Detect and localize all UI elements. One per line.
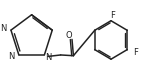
Text: F: F — [110, 11, 115, 20]
Text: F: F — [133, 48, 137, 57]
Text: N: N — [45, 53, 52, 62]
Text: O: O — [66, 31, 72, 40]
Text: N: N — [0, 24, 6, 33]
Text: N: N — [8, 52, 14, 61]
